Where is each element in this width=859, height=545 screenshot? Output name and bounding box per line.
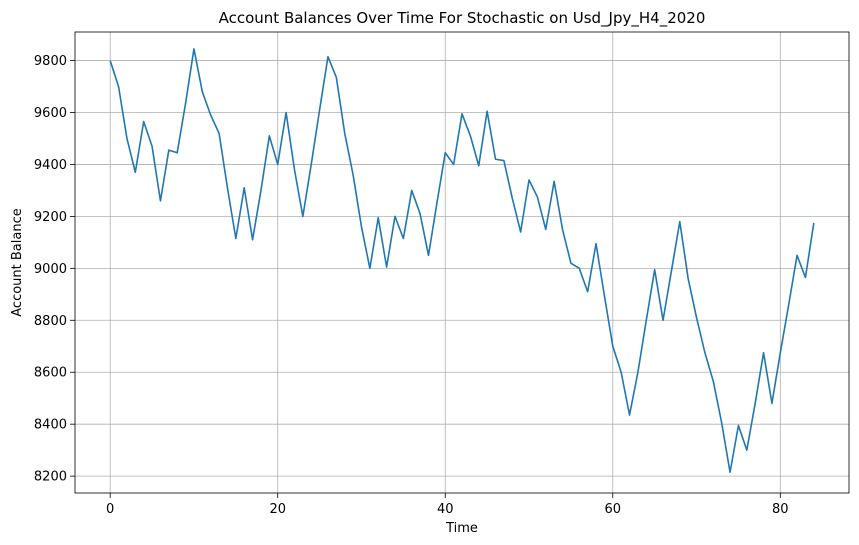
x-tick-label: 60 [605, 502, 622, 517]
series-layer [109, 48, 815, 474]
x-tick-label: 20 [269, 502, 286, 517]
y-tick-label: 9800 [34, 54, 67, 69]
y-axis-title: Account Balance [10, 208, 25, 316]
y-tick-label: 8600 [34, 366, 67, 381]
x-tick-label: 40 [437, 502, 454, 517]
series-line [109, 48, 815, 474]
plot-frame [74, 31, 850, 494]
y-tick-label: 8800 [34, 314, 67, 329]
x-tick-label: 0 [106, 502, 114, 517]
x-axis-title: Time [445, 521, 478, 536]
y-tick-label: 8200 [34, 470, 67, 485]
x-tick-label: 80 [772, 502, 789, 517]
y-tick-label: 8400 [34, 418, 67, 433]
y-tick-label: 9000 [34, 262, 67, 277]
grid-layer [75, 32, 849, 493]
y-tick-label: 9600 [34, 106, 67, 121]
y-tick-label: 9400 [34, 158, 67, 173]
chart-title: Account Balances Over Time For Stochasti… [219, 9, 706, 28]
tick-layer: 0 20 40 60 80 8200 8400 8600 8800 9000 9200 9400 960… [34, 54, 789, 517]
y-tick-label: 9200 [34, 210, 67, 225]
